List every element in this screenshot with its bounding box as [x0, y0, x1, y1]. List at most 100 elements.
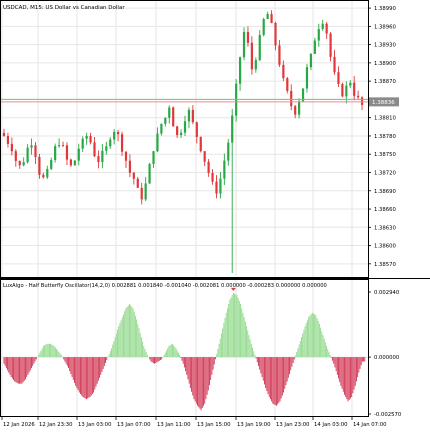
candle-bull: [144, 183, 147, 200]
candle-bull: [298, 101, 301, 115]
main-pane-frame: [0, 0, 369, 278]
candle-bull: [258, 34, 261, 61]
candle-bull: [26, 147, 29, 163]
candle-bear: [282, 64, 285, 79]
candle-bull: [73, 160, 76, 166]
price-tick-label: 1.38630: [374, 225, 397, 231]
candle-bull: [85, 135, 88, 139]
candle-bull: [345, 85, 348, 97]
candles: [2, 10, 364, 273]
candle-bull: [254, 60, 257, 70]
candle-bull: [156, 133, 159, 152]
candle-bull: [22, 162, 25, 166]
candle-bear: [176, 126, 179, 136]
candle-bear: [246, 32, 250, 43]
candle-bear: [341, 83, 344, 97]
candle-bull: [238, 57, 242, 84]
candle-bear: [203, 151, 206, 162]
candle-bear: [34, 145, 37, 157]
candle-bear: [294, 106, 297, 115]
current-price-label: 1.38836: [372, 100, 395, 106]
candle-bear: [128, 160, 132, 173]
indicator-tick-label: 0.000000: [374, 355, 400, 361]
time-axis[interactable]: 12 Jan 2026 12 Jan 23:30 13 Jan 03:00 13 Ja…: [1, 417, 387, 428]
candle-bear: [278, 45, 281, 65]
candle-bull: [46, 168, 49, 178]
candle-bear: [195, 122, 198, 137]
candle-bear: [117, 131, 120, 135]
candle-bull: [164, 117, 167, 124]
candle-bear: [6, 136, 10, 144]
candle-bear: [18, 160, 21, 166]
grid-lines: [1, 1, 368, 416]
price-tick-label: 1.38660: [374, 207, 397, 213]
price-tick-label: 1.38930: [374, 43, 397, 49]
candle-bull: [313, 40, 316, 54]
candle-bear: [215, 181, 218, 194]
time-tick-label: 13 Jan 15:00: [197, 422, 231, 428]
candle-bull: [183, 121, 187, 133]
indicator-tick-label: -0.002570: [374, 412, 402, 418]
time-tick-label: 13 Jan 07:00: [117, 422, 151, 428]
candle-bear: [69, 159, 72, 166]
peak-arrow-icon: [230, 287, 236, 291]
candle-bear: [357, 95, 360, 98]
candle-bull: [54, 146, 57, 160]
candle-bull: [113, 131, 116, 140]
candle-bear: [191, 109, 194, 123]
candle-bear: [120, 134, 124, 152]
candle-bear: [274, 22, 277, 46]
chart-title: USDCAD, M15: US Dollar vs Canadian Dolla…: [3, 5, 125, 11]
candle-bull: [50, 159, 53, 169]
candle-bear: [211, 172, 214, 182]
time-tick-label: 14 Jan 07:00: [353, 422, 387, 428]
candle-bear: [199, 136, 202, 152]
price-axis[interactable]: 1.38990 1.38960 1.38930 1.38900 1.38870 1.388…: [368, 6, 397, 268]
candle-bear: [61, 145, 65, 146]
candle-bull: [317, 29, 320, 41]
candle-bear: [353, 82, 356, 96]
price-tick-label: 1.38690: [374, 189, 397, 195]
candle-bull: [231, 115, 234, 143]
price-tick-label: 1.38720: [374, 170, 397, 176]
candle-bear: [333, 56, 336, 73]
price-tick-label: 1.38570: [374, 262, 397, 268]
indicator-pane-frame: [0, 279, 369, 417]
candle-bear: [207, 161, 210, 173]
indicator-header: LuxAlgo - Half Butterfly Oscillator(14,2…: [3, 283, 327, 289]
candle-bear: [97, 156, 100, 162]
candle-bull: [81, 138, 84, 149]
indicator-axis[interactable]: 0.002940 0.000000 -0.002570: [368, 290, 402, 418]
candle-bear: [360, 97, 364, 105]
candle-bear: [140, 187, 143, 200]
candle-bear: [2, 132, 6, 137]
candle-bear: [329, 33, 332, 57]
candle-bull: [57, 145, 61, 147]
candle-bear: [132, 172, 135, 179]
candle-bull: [187, 109, 191, 122]
price-tick-label: 1.38750: [374, 152, 397, 158]
candle-bear: [38, 156, 41, 175]
candle-bear: [42, 174, 45, 178]
candle-bear: [337, 72, 340, 84]
candle-bear: [93, 142, 96, 157]
time-tick-label: 13 Jan 23:00: [276, 422, 310, 428]
candle-bear: [124, 151, 128, 161]
candle-bull: [101, 150, 104, 162]
candle-bull: [305, 67, 309, 89]
candle-bear: [89, 135, 92, 143]
time-tick-label: 12 Jan 23:30: [39, 422, 73, 428]
candle-bull: [309, 53, 313, 68]
candle-bull: [105, 146, 108, 151]
candle-bull: [152, 151, 155, 164]
price-tick-label: 1.38960: [374, 24, 397, 30]
candle-bear: [290, 90, 293, 107]
indicator-tick-label: 0.002940: [374, 290, 400, 296]
candle-bull: [77, 148, 80, 161]
candle-bull: [30, 145, 33, 148]
candle-bear: [270, 13, 273, 23]
price-tick-label: 1.38900: [374, 61, 397, 67]
price-tick-label: 1.38870: [374, 79, 397, 85]
